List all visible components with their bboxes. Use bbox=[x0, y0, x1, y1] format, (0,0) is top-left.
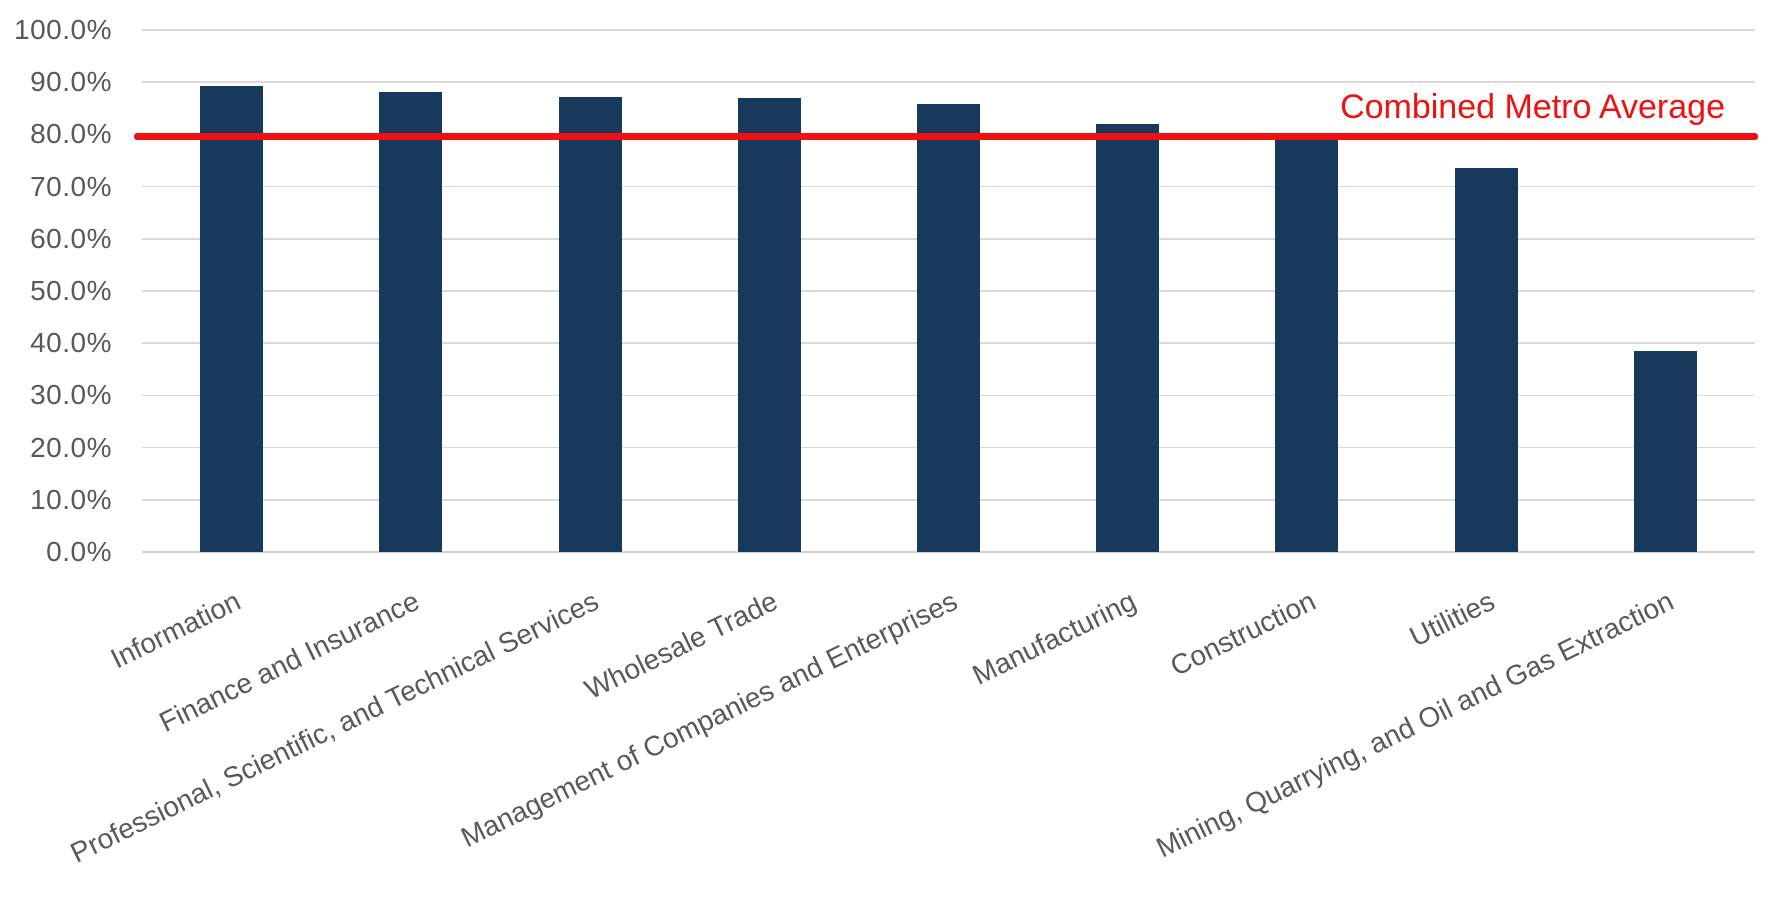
y-axis-tick-label: 60.0% bbox=[30, 222, 112, 254]
y-axis-tick-label: 100.0% bbox=[14, 14, 112, 45]
gridline bbox=[142, 81, 1755, 83]
bar bbox=[1454, 167, 1518, 552]
y-axis-tick-label: 30.0% bbox=[30, 379, 112, 411]
bar bbox=[379, 92, 443, 552]
bar bbox=[200, 86, 264, 552]
gridline bbox=[142, 29, 1755, 31]
x-axis-category-label: Utilities bbox=[1404, 585, 1500, 653]
x-axis-category-label: Manufacturing bbox=[967, 585, 1141, 691]
x-axis-category-label: Construction bbox=[1165, 585, 1321, 682]
average-reference-line bbox=[134, 132, 1758, 140]
y-axis-tick-label: 70.0% bbox=[30, 170, 112, 202]
y-axis-tick-label: 10.0% bbox=[30, 483, 112, 515]
y-axis-tick-label: 0.0% bbox=[46, 536, 112, 567]
bar bbox=[917, 103, 980, 552]
bar bbox=[1633, 350, 1697, 552]
y-axis-tick-label: 80.0% bbox=[30, 118, 112, 150]
y-axis-tick-label: 20.0% bbox=[30, 431, 112, 463]
bar bbox=[558, 97, 622, 552]
y-axis-tick-label: 50.0% bbox=[30, 275, 112, 306]
y-axis-tick-label: 40.0% bbox=[30, 327, 112, 359]
x-axis-category-label: Information bbox=[105, 585, 245, 675]
average-line-label: Combined Metro Average bbox=[1340, 88, 1725, 126]
x-axis-line bbox=[142, 551, 1755, 553]
bar bbox=[1275, 140, 1339, 552]
bar bbox=[737, 98, 801, 552]
y-axis-tick-label: 90.0% bbox=[30, 66, 112, 98]
bar bbox=[1096, 123, 1160, 552]
